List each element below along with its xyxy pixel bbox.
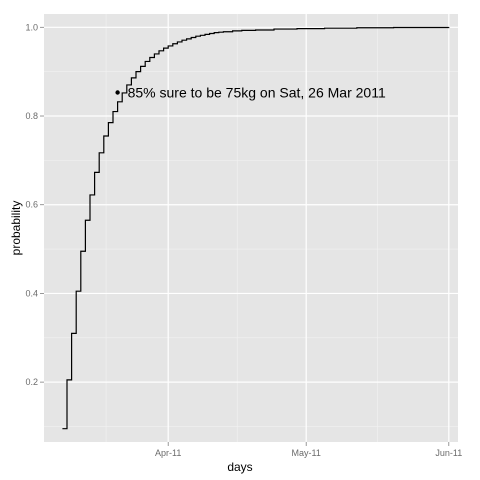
y-tick-label: 0.6 (25, 200, 38, 210)
annotation-point (115, 90, 120, 95)
cumulative-probability-step-line (62, 26, 450, 430)
y-axis-title: probability (9, 201, 23, 256)
y-tick-label: 0.2 (25, 377, 38, 387)
x-tick-label: May-11 (292, 448, 321, 458)
x-tick-label: Apr-11 (155, 448, 181, 458)
y-axis-tick-labels: 0.2 0.4 0.6 0.8 1.0 (25, 22, 38, 387)
minor-grid-x (105, 14, 378, 442)
tick-marks (40, 26, 450, 446)
minor-grid-y (44, 71, 458, 427)
plot-panel (44, 14, 458, 442)
annotation-label: 85% sure to be 75kg on Sat, 26 Mar 2011 (128, 85, 386, 101)
x-axis-title: days (227, 460, 252, 474)
major-grid-x (167, 14, 450, 442)
y-tick-label: 0.4 (25, 288, 38, 298)
x-tick-label: Jun-11 (435, 448, 462, 458)
y-tick-label: 1.0 (25, 22, 38, 32)
y-tick-label: 0.8 (25, 111, 38, 121)
major-grid-y (44, 26, 458, 383)
x-axis-tick-labels: Apr-11 May-11 Jun-11 (155, 448, 462, 458)
